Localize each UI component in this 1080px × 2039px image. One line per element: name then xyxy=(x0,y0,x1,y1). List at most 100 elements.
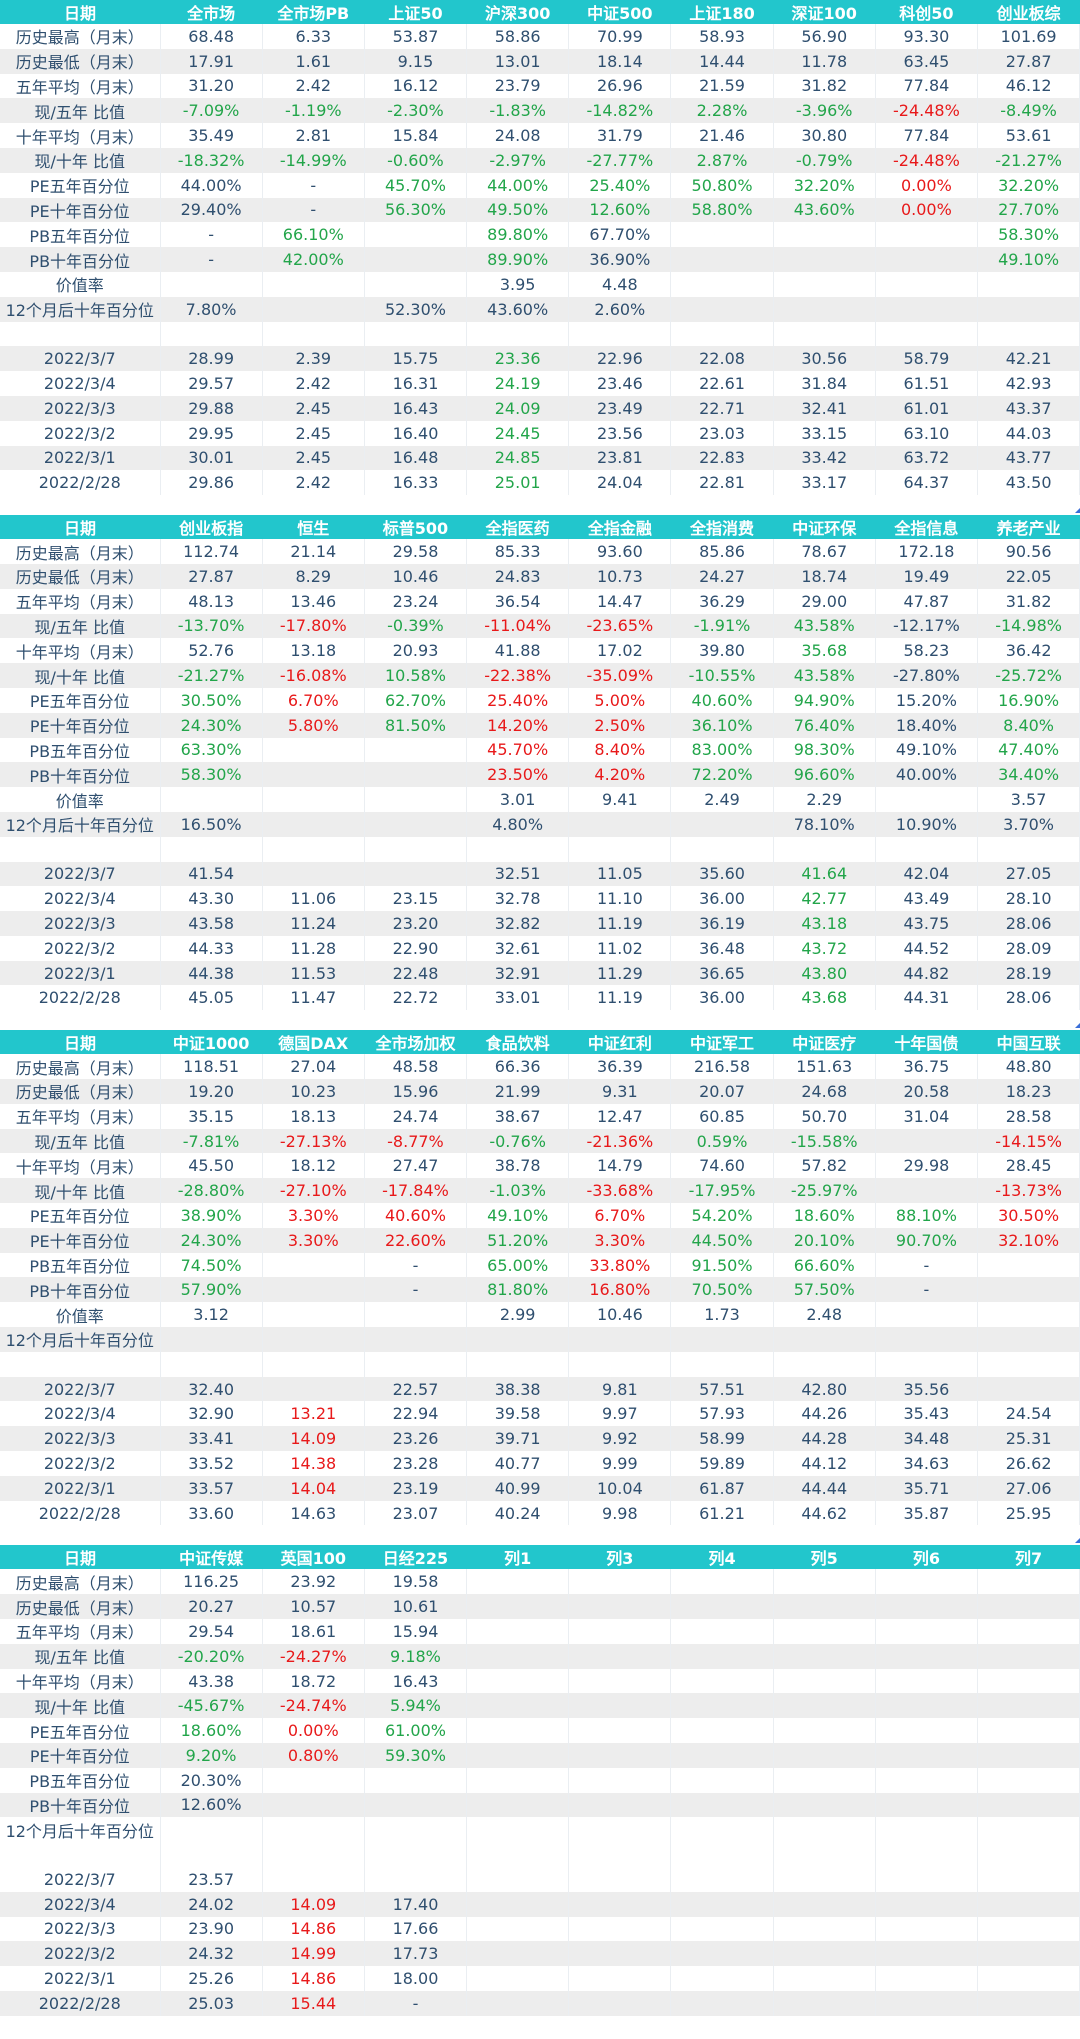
value-cell[interactable]: 47.40% xyxy=(977,737,1080,763)
value-cell[interactable] xyxy=(262,1351,365,1377)
value-cell[interactable] xyxy=(466,1817,570,1843)
value-cell[interactable]: 22.72 xyxy=(364,985,468,1011)
value-cell[interactable]: 9.81 xyxy=(568,1376,672,1402)
value-cell[interactable]: 13.21 xyxy=(262,1401,365,1427)
value-cell[interactable]: 16.48 xyxy=(364,445,468,471)
value-cell[interactable] xyxy=(773,1866,876,1892)
value-cell[interactable]: 38.67 xyxy=(466,1103,570,1129)
row-label-cell[interactable]: 2022/3/1 xyxy=(0,1966,161,1991)
value-cell[interactable]: 40.60% xyxy=(364,1203,468,1228)
value-cell[interactable]: 15.94 xyxy=(364,1619,468,1644)
value-cell[interactable]: 4.20% xyxy=(568,762,672,788)
value-cell[interactable]: 29.95 xyxy=(160,420,263,446)
value-cell[interactable]: 22.90 xyxy=(364,935,468,961)
value-cell[interactable]: 14.47 xyxy=(568,588,672,614)
value-cell[interactable] xyxy=(466,1594,570,1620)
value-cell[interactable]: 36.90% xyxy=(568,247,672,272)
value-cell[interactable] xyxy=(875,271,979,297)
value-cell[interactable]: 22.05 xyxy=(977,563,1080,589)
value-cell[interactable]: 21.59 xyxy=(670,73,774,99)
value-cell[interactable] xyxy=(875,1916,979,1942)
value-cell[interactable]: 28.45 xyxy=(977,1153,1080,1179)
value-cell[interactable]: -21.27% xyxy=(160,663,263,688)
value-cell[interactable]: 43.72 xyxy=(773,935,876,961)
value-cell[interactable]: 24.04 xyxy=(568,470,672,496)
value-cell[interactable] xyxy=(977,271,1080,297)
value-cell[interactable] xyxy=(160,787,263,812)
row-label-cell[interactable]: 五年平均（月末） xyxy=(0,588,161,614)
value-cell[interactable]: 22.57 xyxy=(364,1376,468,1402)
value-cell[interactable] xyxy=(773,1966,876,1991)
value-cell[interactable]: -14.82% xyxy=(568,98,672,124)
row-label-cell[interactable]: PE五年百分位 xyxy=(0,1203,161,1228)
row-label-cell[interactable]: 现/五年 比值 xyxy=(0,613,161,639)
value-cell[interactable]: 58.30% xyxy=(160,762,263,788)
value-cell[interactable]: 41.88 xyxy=(466,638,570,664)
value-cell[interactable]: 36.39 xyxy=(568,1054,672,1080)
value-cell[interactable] xyxy=(568,1966,672,1991)
value-cell[interactable] xyxy=(875,1327,979,1352)
value-cell[interactable] xyxy=(773,1718,876,1743)
value-cell[interactable] xyxy=(568,1941,672,1967)
row-label-cell[interactable]: 2022/3/7 xyxy=(0,1866,161,1892)
row-label-cell[interactable]: PE五年百分位 xyxy=(0,1718,161,1743)
value-cell[interactable]: 14.38 xyxy=(262,1451,365,1476)
value-cell[interactable]: 10.46 xyxy=(568,1302,672,1328)
value-cell[interactable]: 23.49 xyxy=(568,395,672,421)
value-cell[interactable]: 63.45 xyxy=(875,48,979,74)
value-cell[interactable] xyxy=(364,321,468,347)
value-cell[interactable] xyxy=(262,296,365,322)
value-cell[interactable]: 14.63 xyxy=(262,1500,365,1526)
value-cell[interactable]: 8.40% xyxy=(568,737,672,763)
value-cell[interactable]: 42.77 xyxy=(773,886,876,912)
value-cell[interactable]: 4.80% xyxy=(466,811,570,837)
value-cell[interactable]: - xyxy=(875,1277,979,1303)
value-cell[interactable]: 43.58 xyxy=(160,911,263,936)
value-cell[interactable]: 10.04 xyxy=(568,1475,672,1501)
value-cell[interactable]: 35.43 xyxy=(875,1401,979,1427)
value-cell[interactable]: 31.84 xyxy=(773,371,876,396)
value-cell[interactable]: 45.50 xyxy=(160,1153,263,1179)
value-cell[interactable] xyxy=(670,1891,774,1917)
row-label-cell[interactable]: 现/五年 比值 xyxy=(0,98,161,124)
value-cell[interactable]: 3.30% xyxy=(568,1227,672,1253)
value-cell[interactable] xyxy=(568,1351,672,1377)
value-cell[interactable]: 33.80% xyxy=(568,1252,672,1278)
value-cell[interactable]: 70.99 xyxy=(568,24,672,49)
row-label-cell[interactable]: 2022/3/1 xyxy=(0,1475,161,1501)
row-label-cell[interactable]: PB十年百分位 xyxy=(0,1792,161,1818)
value-cell[interactable]: 118.51 xyxy=(160,1054,263,1080)
value-cell[interactable]: 6.70% xyxy=(262,687,365,713)
value-cell[interactable] xyxy=(364,247,468,272)
value-cell[interactable] xyxy=(977,1693,1080,1719)
value-cell[interactable]: 28.99 xyxy=(160,346,263,372)
value-cell[interactable]: 31.04 xyxy=(875,1103,979,1129)
value-cell[interactable]: 48.13 xyxy=(160,588,263,614)
value-cell[interactable]: 6.70% xyxy=(568,1203,672,1228)
value-cell[interactable]: 42.04 xyxy=(875,861,979,887)
value-cell[interactable]: 27.05 xyxy=(977,861,1080,887)
value-cell[interactable] xyxy=(875,1643,979,1669)
value-cell[interactable] xyxy=(977,296,1080,322)
value-cell[interactable]: 44.12 xyxy=(773,1451,876,1476)
row-label-cell[interactable]: PE五年百分位 xyxy=(0,172,161,198)
value-cell[interactable] xyxy=(160,1327,263,1352)
value-cell[interactable]: 10.61 xyxy=(364,1594,468,1620)
value-cell[interactable]: 10.90% xyxy=(875,811,979,837)
value-cell[interactable] xyxy=(977,1718,1080,1743)
value-cell[interactable]: 18.60% xyxy=(773,1203,876,1228)
value-cell[interactable]: 85.33 xyxy=(466,539,570,564)
value-cell[interactable]: 2.50% xyxy=(568,712,672,738)
row-label-cell[interactable]: 2022/3/7 xyxy=(0,1376,161,1402)
value-cell[interactable]: -24.48% xyxy=(875,98,979,124)
value-cell[interactable]: 12.47 xyxy=(568,1103,672,1129)
value-cell[interactable]: 17.66 xyxy=(364,1916,468,1942)
value-cell[interactable]: 78.10% xyxy=(773,811,876,837)
value-cell[interactable] xyxy=(773,271,876,297)
value-cell[interactable]: 57.82 xyxy=(773,1153,876,1179)
value-cell[interactable]: 35.15 xyxy=(160,1103,263,1129)
value-cell[interactable]: 172.18 xyxy=(875,539,979,564)
value-cell[interactable] xyxy=(670,1569,774,1595)
value-cell[interactable] xyxy=(875,1351,979,1377)
value-cell[interactable] xyxy=(466,1941,570,1967)
